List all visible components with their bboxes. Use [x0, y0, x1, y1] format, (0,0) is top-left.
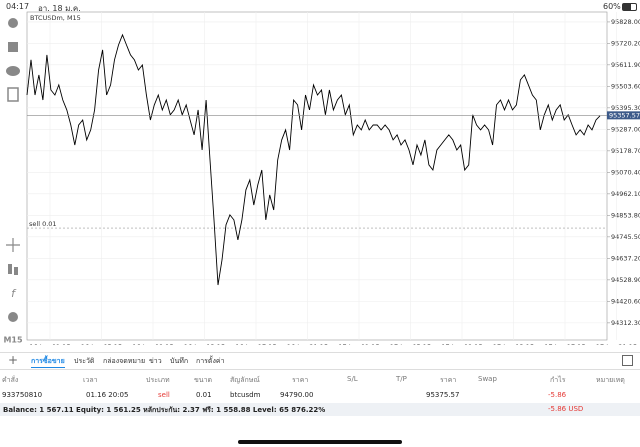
x-tick-label: 16 Jan 21:15 [287, 343, 328, 345]
battery-icon [622, 3, 637, 11]
x-tick-label: 17 Jan 13:15 [493, 343, 534, 345]
status-battery: 60% [603, 2, 621, 11]
home-indicator [238, 440, 402, 444]
y-tick-label: 95178.70 [611, 147, 640, 155]
x-tick-label: 17 Jan 21:15 [596, 343, 637, 345]
chart: BTCUSDm, M15 95828.00 95720.20 95611.90 955… [26, 11, 640, 345]
x-tick-label: 17 Jan 01:15 [338, 343, 379, 345]
y-tick-label: 94962.10 [611, 190, 640, 198]
indicator-icon[interactable]: f [11, 287, 17, 300]
candles-icon-2 [14, 267, 18, 275]
y-tick-label: 94420.60 [611, 297, 640, 305]
crosshair-icon[interactable] [6, 238, 20, 252]
y-tick-label: 95070.40 [611, 168, 640, 176]
cell: 95375.57 [426, 391, 460, 399]
y-tick-label: 94528.90 [611, 276, 640, 284]
x-tick-label: 16 Jan 13:15 [184, 343, 225, 345]
y-tick-label: 94637.20 [611, 254, 640, 262]
chat-icon[interactable] [6, 66, 20, 76]
price-line [26, 33, 601, 286]
plot-frame [26, 11, 608, 341]
y-tick-label: 95287.00 [611, 125, 640, 133]
balance: Balance: 1 567.11 Equity: 1 561.25 หลักป… [3, 406, 326, 414]
cell: sell [158, 391, 170, 399]
objects-icon[interactable] [8, 312, 18, 322]
y-tick-label: 95720.20 [611, 39, 640, 47]
orders-table: คำสั่ง เวลา ประเภท ขนาด สัญลักษณ์ ราคา S/L T/P ร… [0, 370, 640, 404]
column-header: ราคา [440, 376, 457, 384]
account-icon[interactable] [8, 18, 18, 28]
new-order-icon[interactable] [7, 87, 19, 102]
column-header: S/L [347, 375, 358, 383]
x-tick-label: 17 Jan 05:15 [390, 343, 431, 345]
cell: 0.01 [196, 391, 212, 399]
total-profit: -5.86 USD [548, 405, 584, 413]
cell: 94790.00 [280, 391, 314, 399]
y-tick-label: 95828.00 [611, 18, 640, 26]
x-tick-label: 17 Jan 09:15 [441, 343, 482, 345]
tab[interactable]: บันทึก [170, 357, 189, 365]
status-date: อา. 18 ม.ค. [38, 4, 81, 13]
tab-bar: + การซื้อขาย ประวัติ กล่องจดหมาย ข่าว บันทึก… [0, 352, 640, 370]
column-header: ขนาด [194, 376, 213, 384]
order-label: sell 0.01 [29, 220, 57, 228]
x-tick-label: 16 Jan 09:15 [132, 343, 173, 345]
chart-title: BTCUSDm, M15 [30, 14, 81, 22]
column-header: กำไร [550, 376, 566, 384]
timeframe[interactable]: M15 [3, 336, 23, 345]
column-header: ราคา [292, 376, 309, 384]
balance-row: Balance: 1 567.11 Equity: 1 561.25 หลักป… [0, 403, 640, 416]
x-tick-label: 16 Jan 17:15 [235, 343, 276, 345]
column-header: เวลา [83, 376, 98, 384]
y-tick-label: 94853.80 [611, 211, 640, 219]
cell: 01.16 20:05 [86, 391, 129, 399]
add-button[interactable]: + [8, 353, 19, 367]
bid-label: 95357.57 [609, 111, 640, 119]
tab[interactable]: กล่องจดหมาย [103, 357, 146, 365]
y-tick-label: 95503.60 [611, 82, 640, 90]
left-toolbar: f M15 [3, 18, 23, 345]
x-tick-label: 16 Jan 05:15 [81, 343, 122, 345]
status-time: 04:17 [6, 2, 30, 11]
y-tick-label: 94312.30 [611, 319, 640, 327]
column-header: คำสั่ง [2, 376, 19, 384]
tab[interactable]: การตั้งค่า [196, 357, 225, 365]
layout-button[interactable] [622, 355, 633, 366]
bid-label-box [607, 111, 640, 120]
y-tick-label: 95611.90 [611, 61, 640, 69]
x-tick-label: 16 Jan 01:15 [29, 343, 70, 345]
trade-icon[interactable] [8, 42, 18, 52]
x-tick-label: 17 Jan 17:15 [544, 343, 585, 345]
column-header: หมายเหตุ [596, 376, 625, 384]
column-header: Swap [478, 375, 497, 383]
candles-icon[interactable] [8, 264, 12, 274]
cell: btcusdm [230, 391, 261, 399]
y-tick-label: 95395.30 [611, 104, 640, 112]
column-header: ประเภท [146, 376, 170, 384]
tab[interactable]: ประวัติ [74, 357, 95, 365]
tab[interactable]: ข่าว [149, 357, 162, 365]
cell: -5.86 [548, 391, 567, 399]
column-header: T/P [396, 375, 407, 383]
column-header: สัญลักษณ์ [230, 376, 260, 384]
y-tick-label: 94745.50 [611, 233, 640, 241]
tab[interactable]: การซื้อขาย [31, 356, 65, 368]
cell: 933750810 [2, 391, 43, 399]
